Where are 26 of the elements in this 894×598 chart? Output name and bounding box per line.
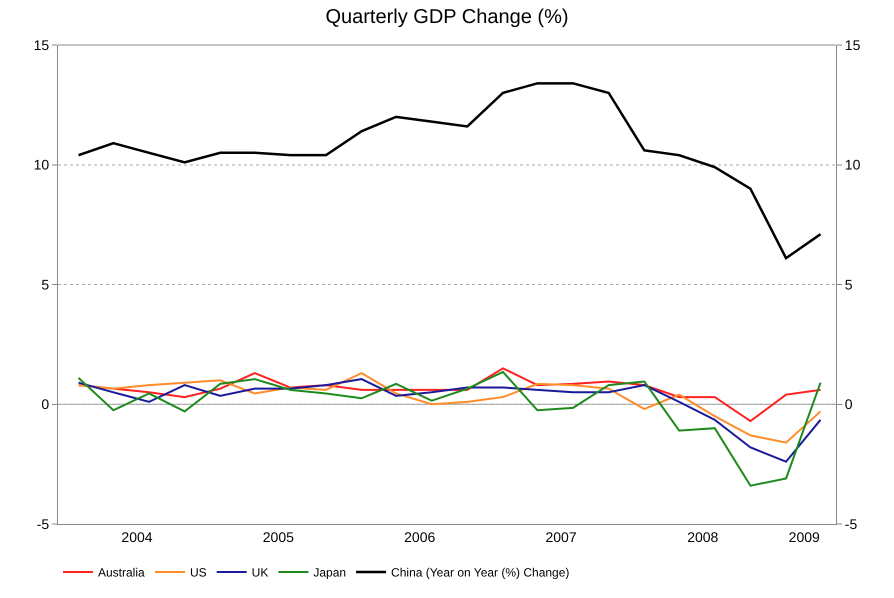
line-series <box>78 370 822 487</box>
x-tick-label: 2005 <box>262 528 294 545</box>
x-tick-label: 2006 <box>404 528 436 545</box>
y2-tick-label: 0 <box>844 396 853 412</box>
x-tick-label: 2009 <box>788 528 820 545</box>
legend-label: UK <box>252 566 268 580</box>
legend-label: China (Year on Year (%) Change) <box>391 566 570 580</box>
y2-tick-label: 15 <box>844 36 861 53</box>
y-tick-label: -5 <box>36 516 50 532</box>
legend-label: Japan <box>313 566 346 580</box>
y2-tick-label: -5 <box>844 516 858 532</box>
chart-title: Quarterly GDP Change (%) <box>325 6 569 28</box>
legend-label: US <box>190 566 207 580</box>
line-series <box>78 372 822 444</box>
y2-tick-label: 5 <box>844 276 853 292</box>
y2-tick-label: 10 <box>844 156 861 173</box>
line-series <box>77 82 822 260</box>
y-tick-label: 15 <box>34 36 50 53</box>
y-tick-label: 0 <box>41 396 50 412</box>
line-series <box>78 378 822 463</box>
y-tick-label: 5 <box>41 276 50 292</box>
x-tick-label: 2004 <box>121 528 153 545</box>
legend-label: Australia <box>98 566 146 580</box>
x-tick-label: 2008 <box>687 528 719 545</box>
x-tick-label: 2007 <box>545 528 577 545</box>
y-tick-label: 10 <box>34 156 50 173</box>
